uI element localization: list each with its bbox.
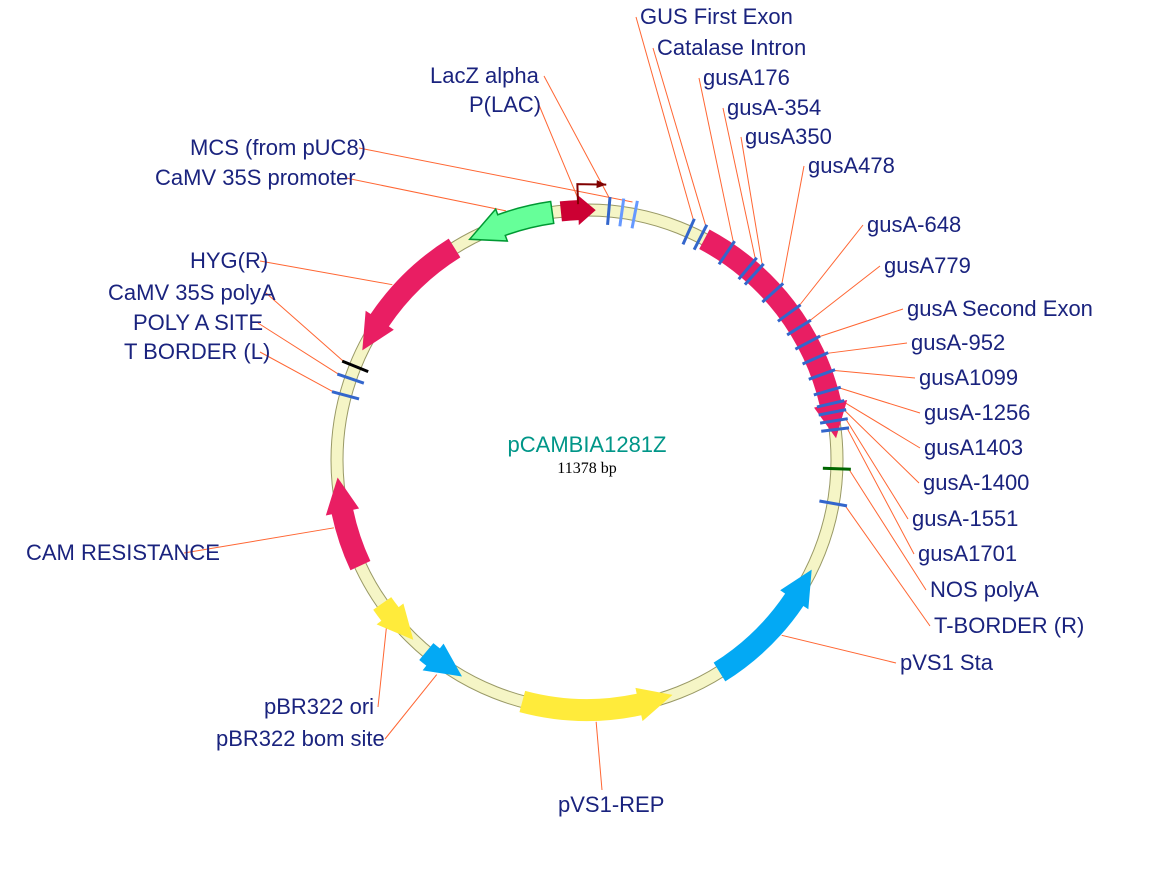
camv35s-promoter [470,202,554,242]
leader-line [596,722,602,790]
feature-label: LacZ alpha [430,63,630,89]
feature-label: CaMV 35S promoter [155,165,355,191]
leader-line [826,343,907,353]
tick-mcs-a [620,199,624,227]
feature-label: pVS1-REP [558,792,664,818]
gusA1701-tick [821,428,849,431]
feature-label: T-BORDER (R) [934,613,1084,639]
leader-line [833,370,915,378]
feature-label: T BORDER (L) [124,339,324,365]
feature-label: CaMV 35S polyA [108,280,308,306]
leader-line [653,48,706,227]
leader-line [846,419,908,519]
leader-line [818,309,903,337]
feature-label: gusA Second Exon [907,296,1093,322]
feature-label: gusA176 [703,65,790,91]
leader-line [346,178,506,211]
leader-line [782,166,804,285]
feature-label: gusA779 [884,253,971,279]
feature-label: gusA-648 [867,212,961,238]
leader-line [799,225,863,306]
feature-label: GUS First Exon [640,4,793,30]
feature-label: gusA-354 [727,95,821,121]
feature-label: CAM RESISTANCE [26,540,226,566]
lacz-tick [608,197,610,225]
leader-line [782,635,896,663]
feature-label: gusA478 [808,153,895,179]
feature-label: gusA350 [745,124,832,150]
leader-line [809,266,880,321]
feature-label: gusA-952 [911,330,1005,356]
leader-line [839,388,920,413]
feature-label: gusA1701 [918,541,1017,567]
feature-label: Catalase Intron [657,35,806,61]
feature-label: pBR322 ori [264,694,464,720]
feature-label: pVS1 Sta [900,650,993,676]
feature-label: POLY A SITE [133,310,333,336]
plasmid-size: 11378 bp [487,460,687,478]
leader-line [847,428,914,554]
leader-line [741,137,762,265]
feature-label: HYG(R) [190,248,390,274]
leader-line [359,148,632,202]
plasmid-name: pCAMBIA1281Z [487,432,687,458]
feature-label: gusA1403 [924,435,1023,461]
feature-label: gusA-1400 [923,470,1029,496]
pvs1-rep [519,688,672,721]
feature-label: gusA-1551 [912,506,1018,532]
leader-line [844,410,919,483]
promoter-flag-head [596,180,606,188]
feature-label: gusA-1256 [924,400,1030,426]
pvs1-sta [714,570,812,682]
feature-label: gusA1099 [919,365,1018,391]
nos-polyA-tick [823,468,851,469]
feature-label: pBR322 bom site [216,726,416,752]
feature-label: P(LAC) [469,92,669,118]
feature-label: NOS polyA [930,577,1039,603]
feature-label: MCS (from pUC8) [190,135,390,161]
